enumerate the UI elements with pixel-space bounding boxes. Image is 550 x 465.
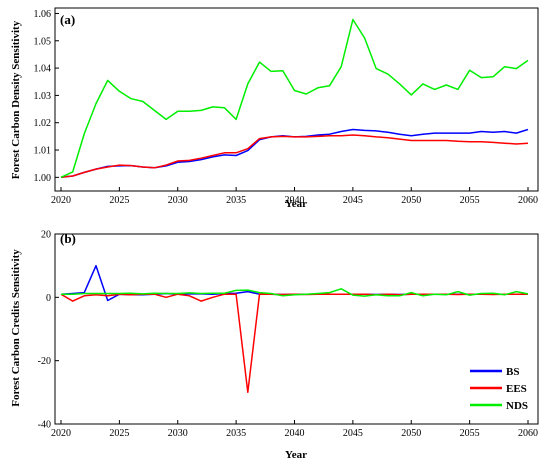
x-tick-label: 2055: [460, 195, 480, 206]
panel-b-xlabel: Year: [285, 449, 307, 461]
x-tick-label: 2020: [51, 195, 71, 206]
panel-a-ylabel: Forest Carbon Density Sensitivity: [10, 20, 22, 179]
series-line-ees: [60, 134, 529, 179]
x-tick-label: 2050: [401, 428, 421, 439]
y-tick-label: -20: [38, 356, 51, 367]
x-tick-label: 2040: [285, 195, 305, 206]
panel-b-axes: 2020 2025 2030 2035 2040 2045 2050 2055 2060 -40 -…: [38, 230, 538, 440]
x-tick-label: 2045: [343, 195, 363, 206]
legend-label-bs: BS: [506, 366, 519, 378]
panel-a-frame: [54, 7, 539, 192]
x-tick-label: 2060: [518, 428, 538, 439]
panel-b-ylabel: Forest Carbon Credits Sensitivity: [10, 249, 22, 407]
x-tick-label: 2040: [285, 428, 305, 439]
panel-a-axes: 2020 2025 2030 2035 2040 2045 2050 2055 2060 1.00…: [34, 9, 539, 206]
x-tick-label: 2030: [168, 195, 188, 206]
y-tick-label: 1.01: [34, 146, 52, 157]
x-tick-label: 2035: [226, 195, 246, 206]
panel-b-frame: [54, 233, 539, 425]
x-tick-label: 2020: [51, 428, 71, 439]
panel-a-xlabel: Year: [285, 198, 307, 210]
series-line-nds: [60, 18, 529, 178]
y-tick-label: -40: [38, 420, 51, 431]
series-line-ees: [60, 293, 528, 394]
panel-a-series: [60, 18, 529, 179]
panel-a: (a) Forest Carbon Density Sensitivity Ye…: [10, 7, 539, 210]
legend: BS EES NDS: [470, 366, 528, 412]
y-tick-label: 1.03: [34, 91, 52, 102]
x-tick-label: 2025: [109, 428, 129, 439]
x-tick-label: 2030: [168, 428, 188, 439]
x-tick-label: 2050: [401, 195, 421, 206]
x-tick-label: 2055: [460, 428, 480, 439]
x-tick-label: 2035: [226, 428, 246, 439]
x-tick-label: 2025: [109, 195, 129, 206]
y-tick-label: 1.00: [34, 173, 52, 184]
x-tick-label: 2045: [343, 428, 363, 439]
y-tick-label: 1.02: [34, 118, 52, 129]
legend-label-ees: EES: [506, 383, 527, 395]
x-tick-label: 2060: [518, 195, 538, 206]
y-tick-label: 1.04: [34, 64, 52, 75]
panel-b-series: [60, 264, 529, 394]
series-line-nds: [61, 288, 529, 297]
panel-b: (b) Forest Carbon Credits Sensitivity Ye…: [10, 230, 539, 461]
y-tick-label: 1.05: [34, 36, 52, 47]
panel-b-label: (b): [60, 231, 76, 246]
legend-label-nds: NDS: [506, 400, 528, 412]
y-tick-label: 1.06: [34, 9, 52, 20]
panel-a-label: (a): [60, 12, 75, 27]
y-tick-label: 20: [41, 230, 51, 241]
y-tick-label: 0: [46, 293, 51, 304]
